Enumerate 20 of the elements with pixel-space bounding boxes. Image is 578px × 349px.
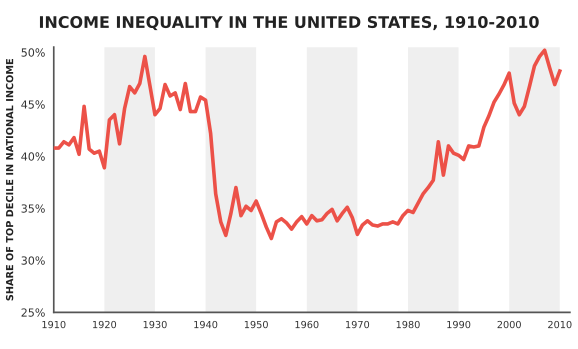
x-tick-label: 1920: [93, 320, 116, 328]
y-tick-label: 25%: [22, 308, 45, 317]
chart-title: INCOME INEQUALITY IN THE UNITED STATES, 1910-2010: [40, 16, 539, 30]
line-series: [54, 48, 562, 240]
x-tick-label: 1940: [194, 320, 218, 328]
x-tick-label: 1980: [396, 320, 420, 328]
x-tick-label: 1910: [42, 320, 66, 328]
y-tick-label: 35%: [22, 204, 45, 213]
x-tick-label: 1990: [447, 320, 470, 328]
y-tick-label: 45%: [21, 100, 45, 109]
x-tick-label: 2000: [498, 320, 521, 328]
x-tick-label: 1950: [244, 320, 268, 328]
y-tick-label: 30%: [22, 256, 45, 265]
y-tick-label: 40%: [21, 152, 45, 161]
x-tick-label: 1970: [346, 320, 370, 328]
x-tick-label: 2010: [548, 320, 572, 328]
y-tick-label: 50%: [22, 48, 45, 57]
x-tick-label: 1960: [295, 320, 318, 328]
x-tick-label: 1930: [144, 320, 167, 328]
y-axis-title: SHARE OF TOP DECILE IN NATIONAL INCOME: [6, 59, 14, 300]
